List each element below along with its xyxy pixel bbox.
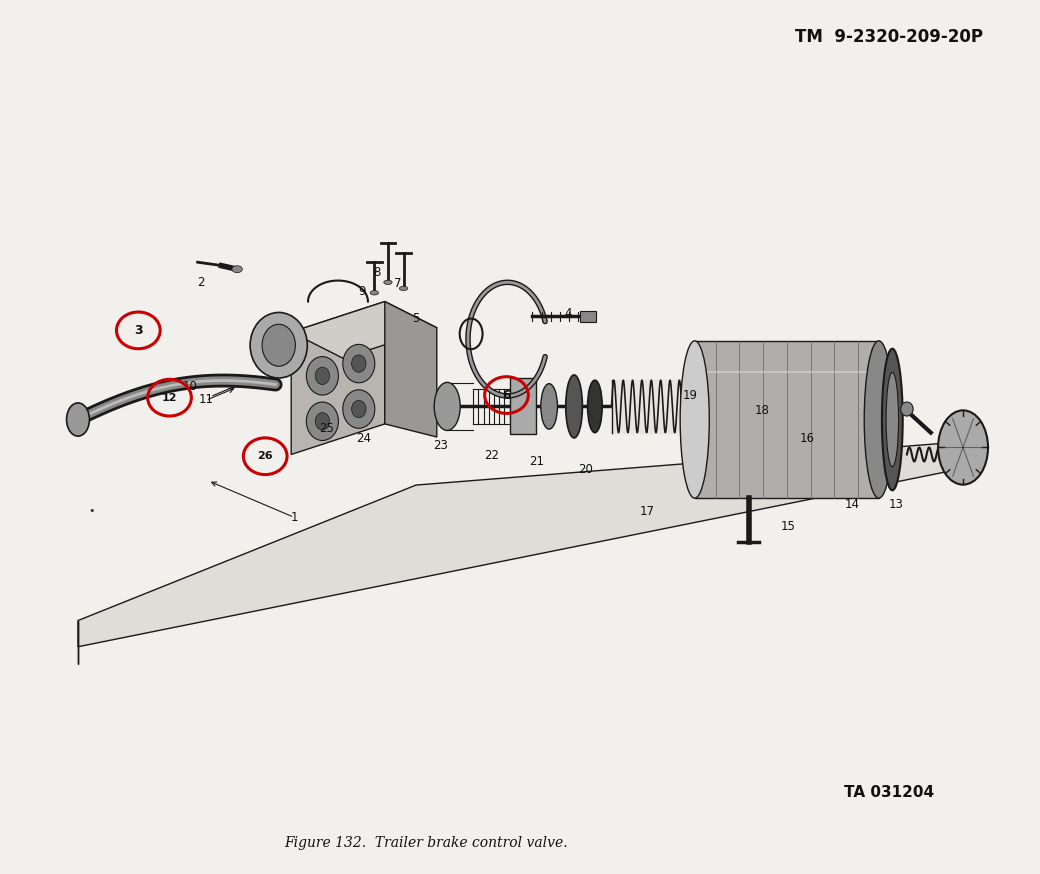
Text: 13: 13 [889,498,904,510]
Ellipse shape [307,402,338,440]
Ellipse shape [938,411,988,484]
Text: 2: 2 [197,276,205,288]
Text: 1: 1 [290,511,298,524]
Ellipse shape [541,384,557,429]
Ellipse shape [384,281,392,285]
Ellipse shape [352,400,366,418]
Ellipse shape [262,324,295,366]
Ellipse shape [67,403,89,436]
Polygon shape [291,302,385,454]
Ellipse shape [352,355,366,372]
Text: TM  9-2320-209-20P: TM 9-2320-209-20P [796,28,983,46]
Ellipse shape [307,357,338,395]
Ellipse shape [370,290,379,295]
Text: •: • [88,506,95,517]
Ellipse shape [435,382,461,430]
Text: 26: 26 [257,451,274,461]
Text: 16: 16 [800,433,814,445]
Ellipse shape [315,413,330,430]
Text: 24: 24 [357,433,371,445]
Ellipse shape [399,287,408,290]
Text: 3: 3 [134,324,142,336]
Text: 8: 8 [372,267,381,279]
Text: 14: 14 [844,498,859,510]
Ellipse shape [680,341,709,498]
Polygon shape [385,302,437,437]
Ellipse shape [315,367,330,385]
Bar [695,341,879,498]
Ellipse shape [588,380,602,433]
Text: 12: 12 [162,392,177,403]
Text: 6: 6 [502,389,511,401]
Text: 18: 18 [755,405,770,417]
Ellipse shape [901,402,913,416]
Text: 15: 15 [781,520,796,532]
Ellipse shape [232,266,242,273]
Ellipse shape [343,390,374,428]
Polygon shape [78,441,967,647]
Text: Figure 132.  Trailer brake control valve.: Figure 132. Trailer brake control valve. [285,836,568,850]
Text: 22: 22 [485,449,499,461]
Text: 19: 19 [683,390,698,402]
Text: 20: 20 [578,463,593,475]
Text: 10: 10 [183,380,198,392]
Bar [510,378,536,434]
Ellipse shape [864,341,893,498]
Polygon shape [291,302,437,358]
Text: 11: 11 [199,393,213,406]
Ellipse shape [886,372,899,467]
Ellipse shape [343,344,374,383]
Text: 23: 23 [434,440,448,452]
Text: TA 031204: TA 031204 [844,785,934,800]
Text: 9: 9 [358,286,366,298]
Text: 4: 4 [564,308,572,320]
Ellipse shape [566,375,582,438]
Bar [580,311,596,322]
Text: 21: 21 [529,455,544,468]
Ellipse shape [251,313,308,378]
Text: 7: 7 [393,277,401,289]
Text: 17: 17 [640,505,654,517]
Text: 25: 25 [319,422,334,434]
Ellipse shape [882,349,903,490]
Text: 5: 5 [412,312,420,324]
